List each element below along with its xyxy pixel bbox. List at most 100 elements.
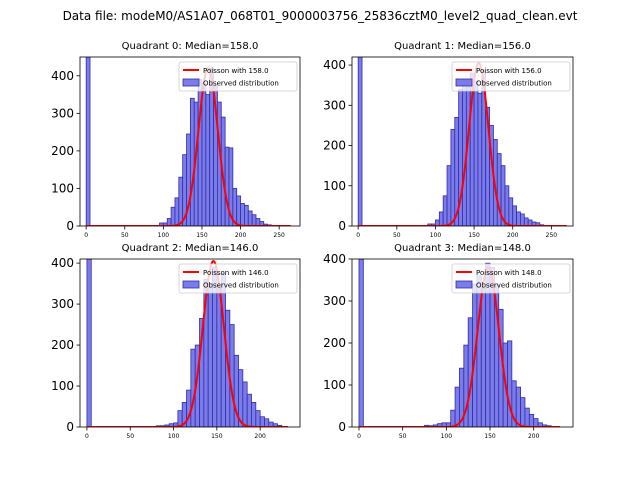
y-tick-label: 0: [338, 420, 346, 434]
poisson-curve: [86, 67, 291, 226]
plot-area: [357, 57, 567, 226]
histogram-bar: [450, 409, 456, 427]
x-tick-label: 250: [273, 232, 285, 239]
histogram-bar: [523, 217, 529, 226]
y-tick-label: 300: [51, 297, 74, 311]
x-tick-label: 100: [430, 232, 442, 239]
x-tick-label: 150: [211, 433, 223, 440]
histogram-bar: [508, 197, 514, 226]
x-tick-label: 0: [85, 433, 89, 440]
x-tick-label: 0: [356, 232, 360, 239]
legend-box: [178, 263, 298, 294]
histogram-bar: [251, 402, 257, 427]
histogram-bar: [438, 211, 444, 226]
x-tick-label: 0: [357, 433, 361, 440]
histogram-bar: [264, 418, 270, 427]
histogram-bar: [454, 386, 460, 427]
histogram-bar: [189, 97, 195, 226]
legend-bar-swatch: [182, 78, 200, 87]
histogram-bar: [220, 272, 226, 427]
histogram-bar: [224, 146, 230, 226]
legend-poisson-label: Poisson with 156.0: [476, 67, 542, 75]
histogram-bar: [255, 218, 261, 226]
x-tick-label: 50: [393, 232, 401, 239]
y-tick-label: 0: [338, 219, 346, 233]
x-tick-label: 0: [84, 232, 88, 239]
legend-bar-swatch: [455, 280, 473, 289]
histogram-bar: [480, 287, 487, 427]
histogram-bar: [178, 176, 184, 226]
x-tick-label: 50: [399, 433, 407, 440]
histogram-bar: [473, 80, 479, 226]
y-tick-label: 400: [51, 69, 74, 83]
histogram-bar: [512, 205, 517, 226]
figure-title: Data file: modeM0/AS1A07_068T01_90000037…: [63, 9, 578, 23]
histogram-bar: [190, 348, 196, 427]
y-tick-label: 300: [51, 106, 74, 120]
histogram-bar: [520, 213, 525, 226]
histogram-bar: [205, 94, 211, 226]
panel-title: Quadrant 2: Median=146.0: [122, 243, 259, 254]
histogram-bar: [86, 259, 92, 427]
legend-poisson-label: Poisson with 146.0: [203, 269, 269, 277]
histogram-bar: [528, 413, 535, 427]
legend-bar-swatch: [455, 78, 473, 87]
histogram-bar: [229, 324, 235, 427]
histogram-bar: [201, 82, 207, 226]
histogram-bar: [174, 197, 180, 226]
y-tick-label: 200: [51, 338, 74, 352]
y-tick-label: 400: [323, 252, 346, 266]
histogram-bar: [216, 287, 222, 427]
histogram-bar: [166, 218, 172, 226]
histogram-bar: [242, 381, 248, 427]
x-tick-label: 250: [546, 232, 558, 239]
histogram-bar: [170, 206, 176, 226]
x-tick-label: 50: [121, 232, 129, 239]
histogram-bar: [442, 195, 448, 226]
legend-poisson-label: Poisson with 158.0: [203, 67, 269, 75]
axes-frame: [79, 258, 301, 428]
histogram-bar: [520, 397, 526, 427]
legend-bar-swatch: [182, 280, 200, 289]
y-tick-label: 100: [323, 378, 346, 392]
histogram-bar: [247, 210, 253, 226]
histogram-bar: [246, 393, 252, 427]
legend-observed-label: Observed distribution: [476, 282, 552, 290]
panel-title: Quadrant 0: Median=158.0: [122, 41, 259, 52]
histogram-bar: [477, 92, 483, 226]
histogram-bar: [357, 57, 363, 226]
y-tick-label: 300: [323, 98, 346, 112]
panel-title: Quadrant 3: Median=148.0: [394, 243, 531, 254]
y-tick-label: 400: [323, 58, 346, 72]
panel-title: Quadrant 1: Median=156.0: [394, 41, 531, 52]
x-tick-label: 150: [484, 433, 496, 440]
histogram-bar: [85, 57, 91, 226]
histogram-bar: [255, 410, 261, 427]
x-tick-label: 150: [196, 232, 208, 239]
histogram-bar: [259, 416, 265, 427]
histogram-bar: [358, 259, 364, 427]
y-tick-label: 100: [323, 179, 346, 193]
histogram-bar: [251, 214, 257, 226]
y-tick-label: 400: [51, 256, 74, 270]
legend-observed-label: Observed distribution: [203, 282, 279, 290]
panel-quadrant-3: Quadrant 3: Median=148.0 0 50 100 150 200 0 10…: [323, 243, 574, 440]
histogram-bar: [446, 165, 452, 226]
plot-area: [85, 57, 291, 226]
histogram-bar: [240, 203, 245, 226]
y-tick-label: 200: [51, 144, 74, 158]
legend-box: [451, 263, 571, 294]
histogram-bar: [515, 386, 521, 427]
histogram-bar: [207, 283, 213, 427]
x-tick-label: 200: [507, 232, 519, 239]
poisson-curve: [358, 61, 567, 226]
histogram-bar: [516, 211, 521, 226]
axes-frame: [79, 56, 301, 227]
histogram-bar: [228, 147, 234, 226]
x-tick-label: 200: [528, 433, 540, 440]
legend-observed-label: Observed distribution: [203, 80, 279, 88]
x-tick-label: 50: [126, 433, 134, 440]
y-tick-label: 100: [51, 379, 74, 393]
legend-box: [178, 61, 298, 92]
